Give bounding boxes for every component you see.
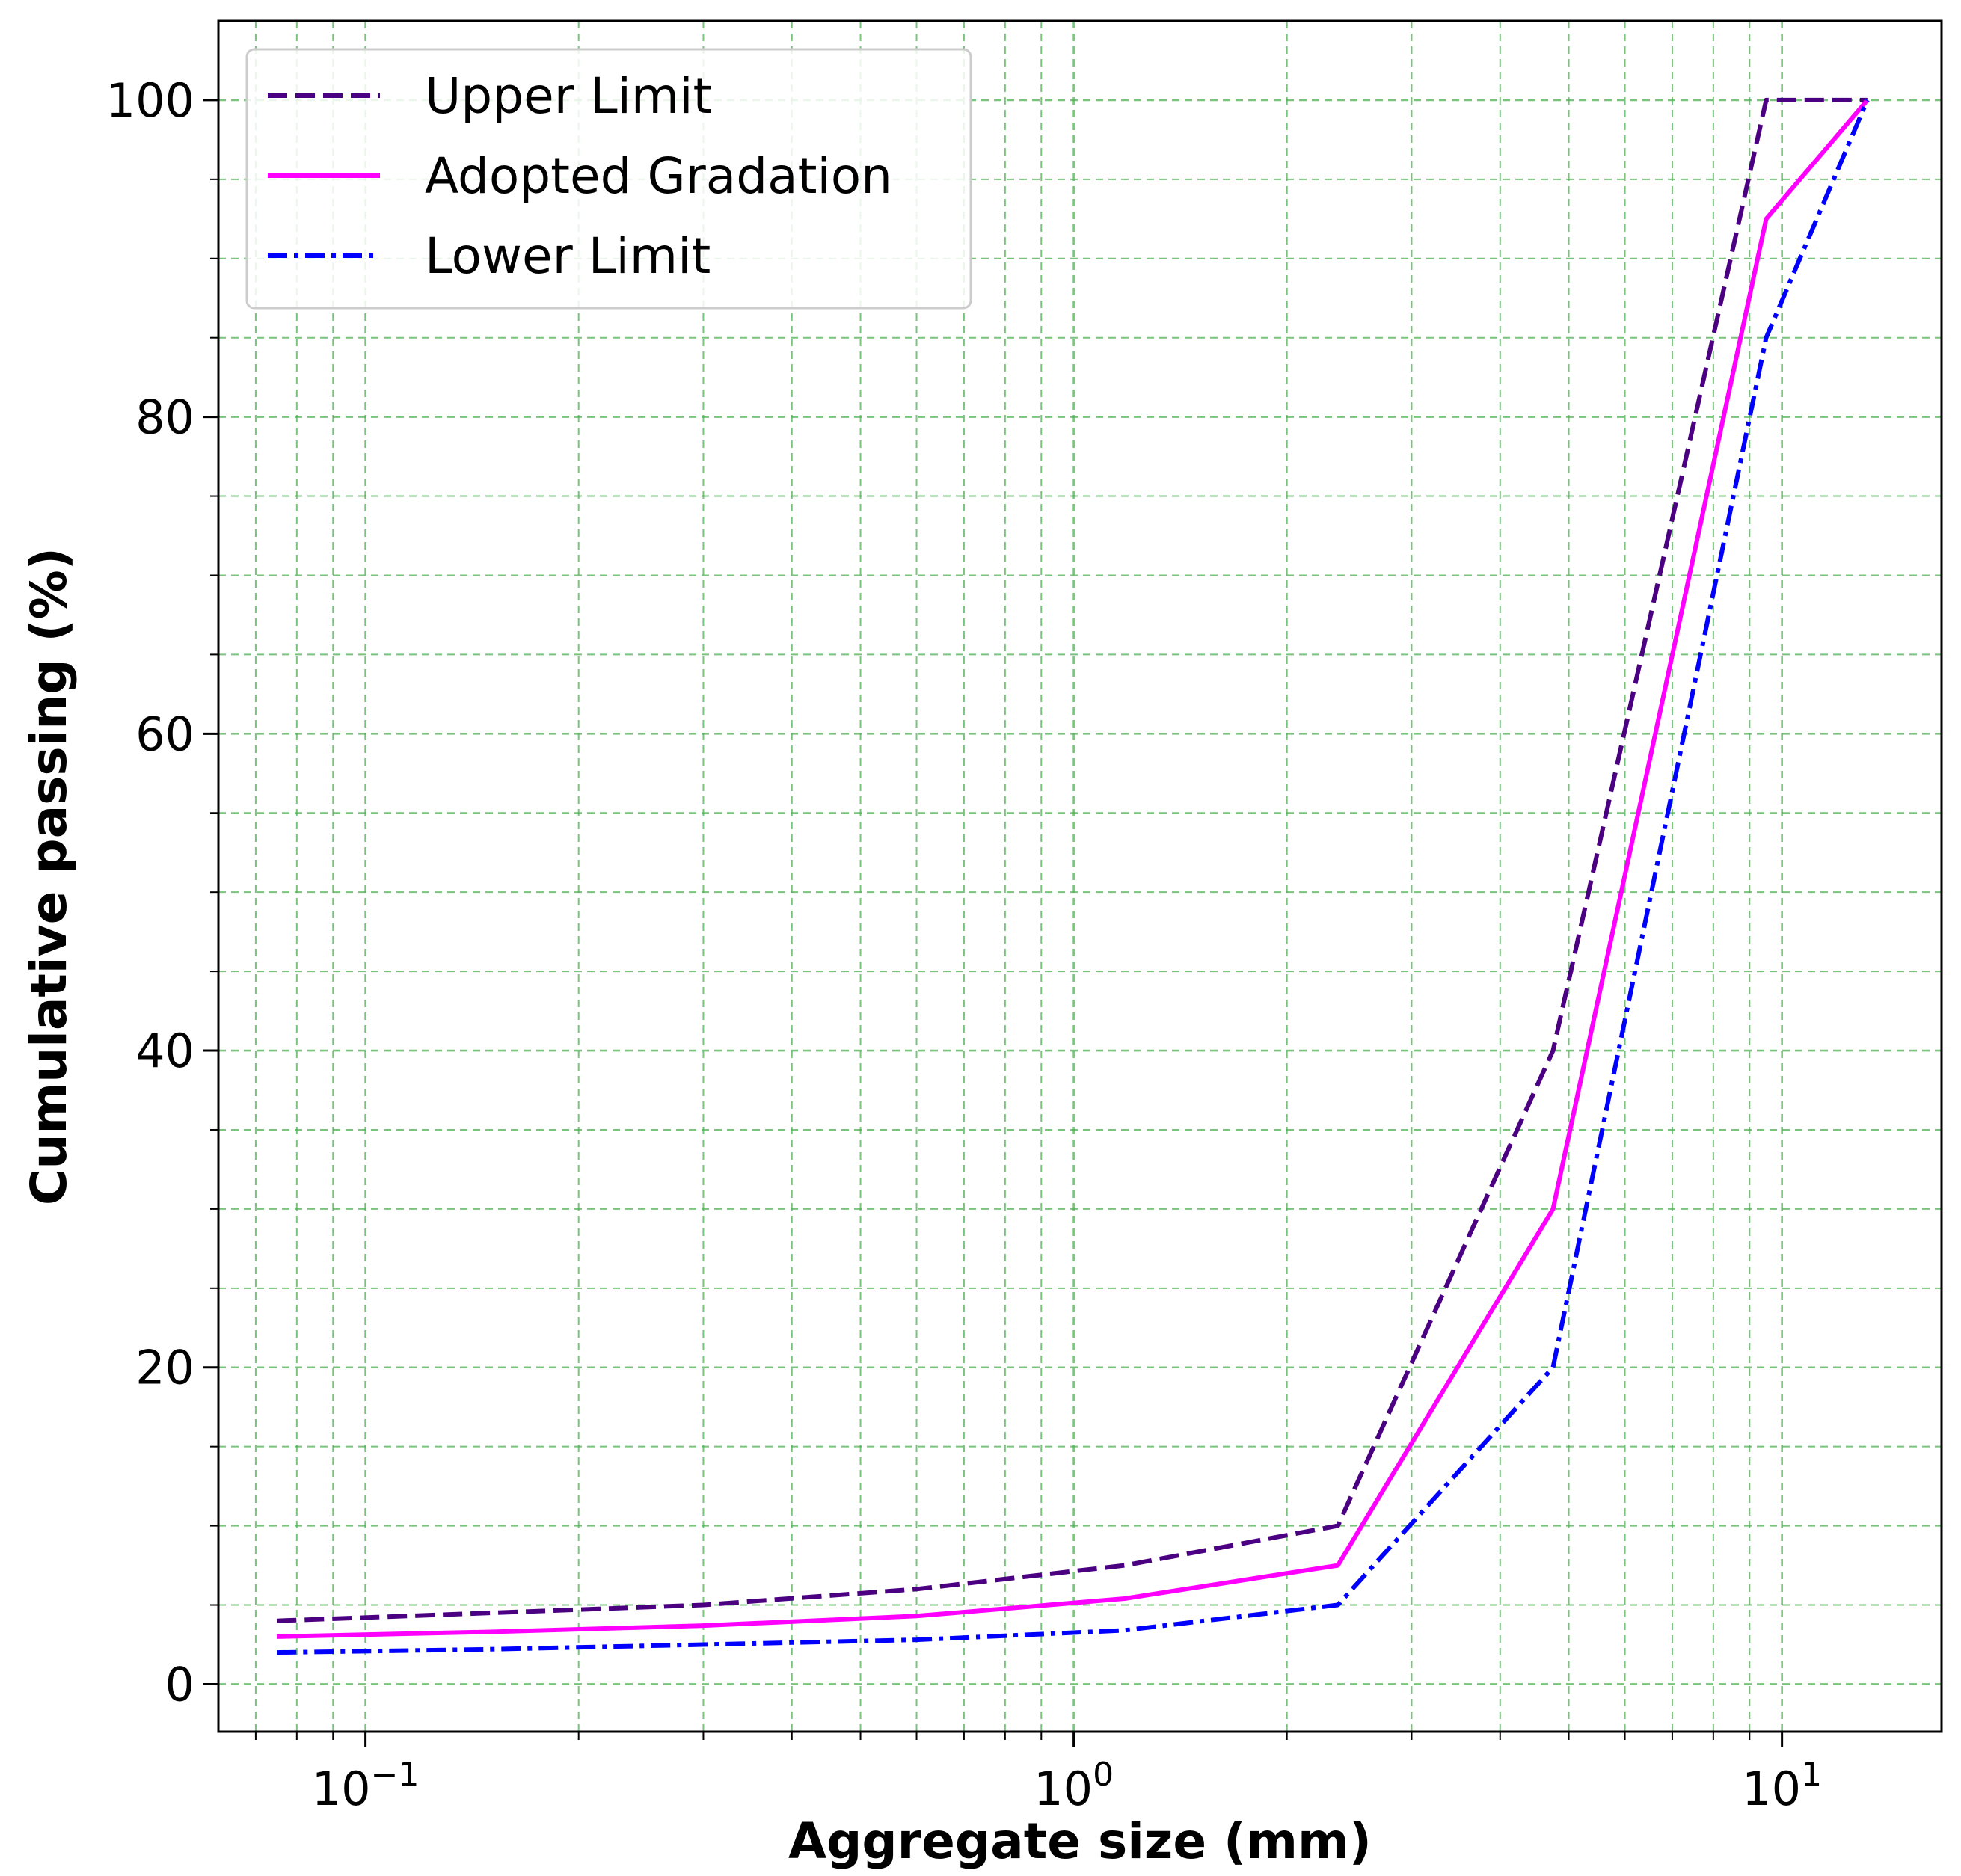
x-axis-title: Aggregate size (mm) bbox=[788, 1812, 1372, 1870]
legend-label-0: Upper Limit bbox=[425, 67, 712, 125]
y-tick-label: 60 bbox=[135, 707, 194, 761]
legend-label-1: Adopted Gradation bbox=[425, 147, 892, 205]
y-axis-title: Cumulative passing (%) bbox=[20, 547, 78, 1205]
legend: Upper Limit Adopted Gradation Lower Limit bbox=[245, 48, 972, 310]
y-tick-label: 100 bbox=[106, 73, 194, 128]
legend-label-2: Lower Limit bbox=[425, 227, 711, 285]
series-line-1 bbox=[277, 98, 1870, 1639]
x-tick-label: 101 bbox=[1742, 1756, 1822, 1816]
legend-box bbox=[245, 48, 972, 310]
series-layer bbox=[277, 97, 1870, 1655]
y-tick-label: 80 bbox=[135, 390, 194, 445]
y-tick-label: 20 bbox=[135, 1341, 194, 1395]
plot-frame bbox=[217, 19, 1943, 1733]
y-tick-label: 40 bbox=[135, 1024, 194, 1078]
x-tick-label: 100 bbox=[1034, 1756, 1114, 1816]
y-axis-ticks: 0 20 40 60 80 100 bbox=[106, 73, 218, 1712]
series-line-0 bbox=[277, 97, 1868, 1623]
x-axis-ticks: 10−1 100 101 bbox=[254, 1732, 1822, 1816]
x-tick-label: 10−1 bbox=[312, 1756, 420, 1816]
series-line-2 bbox=[277, 99, 1870, 1655]
y-tick-label: 0 bbox=[165, 1657, 194, 1712]
